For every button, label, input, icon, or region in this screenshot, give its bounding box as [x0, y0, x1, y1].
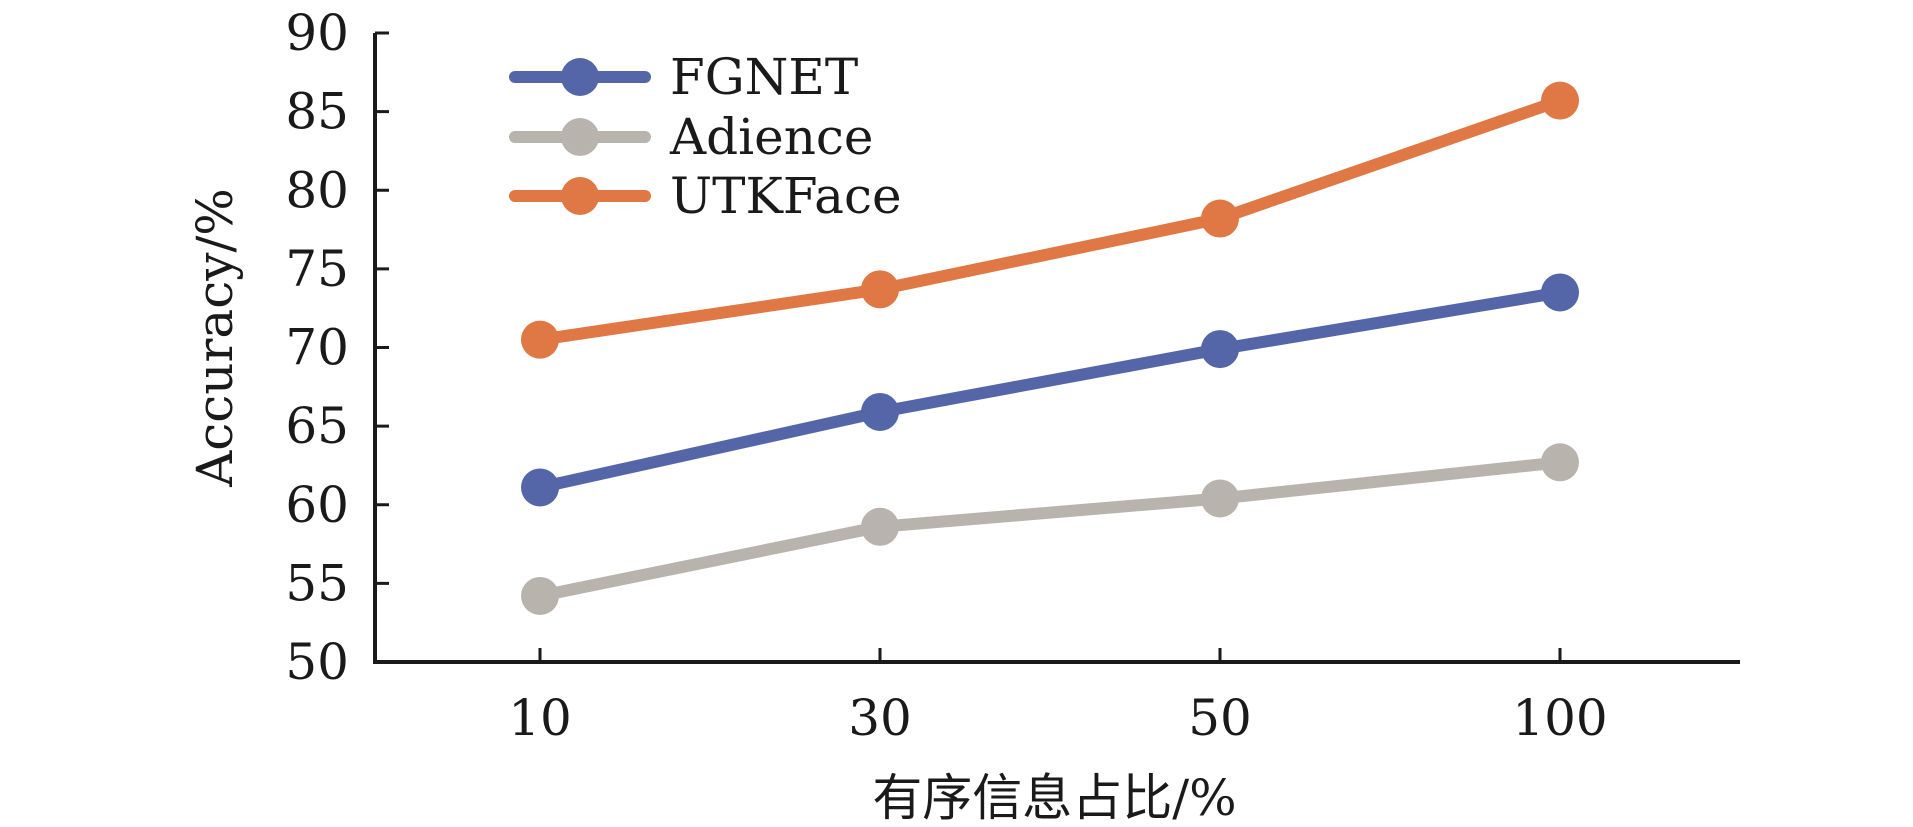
- y-tick-label: 80: [285, 161, 349, 219]
- x-tick-label: 100: [1512, 689, 1607, 747]
- y-tick-label: 65: [285, 397, 349, 455]
- axes: [373, 33, 1740, 664]
- data-point: [1201, 479, 1239, 518]
- y-tick-label: 55: [285, 554, 349, 612]
- data-point: [1201, 330, 1239, 369]
- legend-label: UTKFace: [670, 167, 902, 225]
- y-tick-label: 50: [285, 633, 349, 691]
- series-fgnet: [521, 273, 1579, 507]
- y-axis-ticks: 50 55 60 65 70 75 80 85 90: [285, 4, 389, 691]
- x-axis-ticks: 10 30 50 100: [508, 648, 1608, 747]
- data-point: [521, 468, 559, 507]
- series-adience: [521, 443, 1579, 615]
- y-tick-label: 75: [285, 240, 349, 298]
- data-point: [1201, 199, 1239, 238]
- y-axis-title: Accuracy/%: [186, 188, 244, 488]
- data-point: [861, 507, 899, 546]
- legend-marker: [561, 58, 599, 96]
- data-point: [521, 576, 559, 615]
- legend-marker: [561, 118, 599, 156]
- data-point: [861, 270, 899, 309]
- data-point: [1541, 81, 1579, 120]
- x-tick-label: 50: [1188, 689, 1252, 747]
- data-point: [1541, 273, 1579, 312]
- series-line: [534, 286, 1566, 494]
- x-tick-label: 10: [508, 689, 572, 747]
- y-tick-label: 90: [285, 4, 349, 62]
- legend-label: Adience: [669, 108, 874, 166]
- y-tick-label: 85: [285, 83, 349, 141]
- x-tick-label: 30: [848, 689, 912, 747]
- data-point: [521, 320, 559, 359]
- x-axis-title: 有序信息占比/%: [872, 769, 1236, 827]
- series-line: [534, 94, 1566, 346]
- series-line: [534, 456, 1566, 602]
- legend-marker: [561, 177, 599, 215]
- legend-item-utkface: UTKFace: [509, 167, 902, 225]
- legend-label: FGNET: [670, 48, 858, 106]
- data-point: [1541, 443, 1579, 482]
- y-tick-label: 60: [285, 476, 349, 534]
- y-tick-label: 70: [285, 319, 349, 377]
- legend-item-adience: Adience: [509, 108, 874, 166]
- series-layer: [521, 81, 1579, 615]
- data-point: [861, 392, 899, 431]
- series-utkface: [521, 81, 1579, 359]
- legend-item-fgnet: FGNET: [509, 48, 858, 106]
